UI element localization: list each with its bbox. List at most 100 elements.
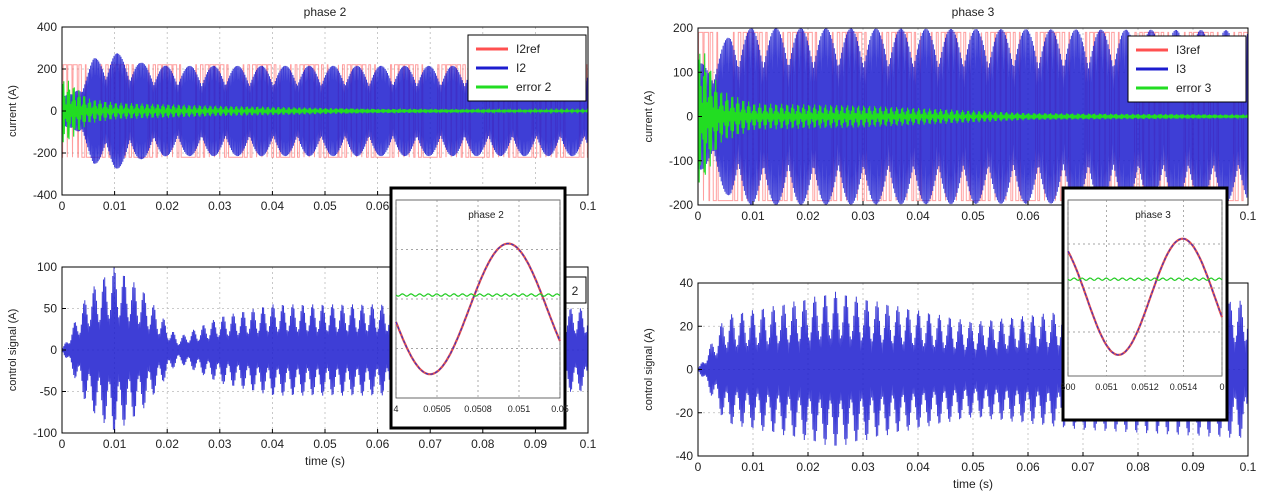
legend-label: 2	[572, 284, 579, 298]
plot-traces	[698, 291, 1248, 446]
series-error 2	[62, 80, 588, 143]
x-tick-label: 0	[59, 437, 66, 451]
x-tick-label: 0.06	[1016, 460, 1040, 474]
x-tick-label: 0.02	[156, 199, 180, 213]
legend-label: error 2	[516, 80, 552, 94]
x-tick-label: 0.01	[103, 437, 127, 451]
y-tick-label: -400	[33, 188, 57, 202]
inset-series-current	[395, 243, 561, 375]
inset-title: phase 2	[468, 210, 504, 221]
x-tick-label: 0.1	[580, 199, 597, 213]
legend-label: I3ref	[1176, 43, 1201, 57]
x-tick-label: 0.07	[1071, 460, 1095, 474]
x-tick-label: 0.03	[851, 460, 875, 474]
x-tick-label: 0.1	[1240, 460, 1257, 474]
y-tick-label: 0	[50, 104, 57, 118]
inset-x-tick-label: 0.051	[1095, 382, 1118, 392]
x-tick-label: 0.03	[208, 437, 232, 451]
inset-series-error	[395, 293, 561, 297]
legend-label: error 3	[1176, 81, 1212, 95]
inset-x-tick-label: 0.0512	[1131, 382, 1159, 392]
y-tick-label: 100	[37, 260, 57, 274]
series-error 3	[698, 53, 1248, 183]
zoom-inset-1: 4 0.0505 0.0508 0.051 0.05 phase 2	[389, 186, 569, 430]
x-tick-label: 0.06	[366, 199, 390, 213]
y-tick-label: -50	[40, 385, 58, 399]
y-tick-label: 0	[686, 363, 693, 377]
y-axis-label: control signal (A)	[643, 328, 655, 411]
y-tick-label: -20	[676, 406, 694, 420]
x-tick-label: 0.02	[796, 460, 820, 474]
x-tick-label: 0.03	[851, 209, 875, 223]
inset-x-tick-label: 0.0505	[423, 404, 451, 414]
x-tick-label: 0.03	[208, 199, 232, 213]
legend-label: I2ref	[516, 42, 541, 56]
inset-series-current	[1067, 238, 1223, 356]
y-tick-label: 20	[680, 319, 694, 333]
inset-x-tick-label: 500	[1060, 382, 1075, 392]
x-tick-label: 0	[695, 460, 702, 474]
legend-label: I3	[1176, 62, 1186, 76]
y-tick-label: 40	[680, 276, 694, 290]
y-axis-label: control signal (A)	[7, 309, 19, 392]
y-tick-label: 400	[37, 20, 57, 34]
inset-title: phase 3	[1135, 210, 1171, 221]
legend: I3ref I3 error 3	[1127, 35, 1247, 103]
y-tick-label: -100	[669, 154, 693, 168]
x-tick-label: 0.09	[1181, 460, 1205, 474]
x-tick-label: 0	[59, 199, 66, 213]
x-tick-label: 0.04	[261, 437, 285, 451]
x-tick-label: 0	[695, 209, 702, 223]
x-tick-label: 0.04	[906, 460, 930, 474]
x-tick-label: 0.05	[961, 460, 985, 474]
series-control-signal	[698, 291, 1248, 446]
y-tick-label: 50	[44, 302, 58, 316]
series-I2	[62, 53, 588, 169]
inset-x-tick-label: 4	[393, 404, 398, 414]
x-tick-label: 0.06	[1016, 209, 1040, 223]
chart-title: phase 2	[304, 5, 347, 19]
inset-x-tick-label: 0	[1219, 382, 1224, 392]
inset-x-tick-label: 0.0514	[1170, 382, 1198, 392]
x-axis-label: time (s)	[305, 454, 345, 468]
chart-title: phase 3	[952, 5, 995, 19]
legend-label: I2	[516, 61, 526, 75]
y-tick-label: 0	[50, 343, 57, 357]
zoom-inset-2: 500 0.051 0.0512 0.0514 0 phase 3	[1060, 186, 1229, 422]
inset-x-tick-label: 0.051	[508, 404, 531, 414]
y-axis-label: current (A)	[7, 85, 19, 137]
x-tick-label: 0.01	[741, 209, 765, 223]
x-axis-label: time (s)	[953, 477, 993, 491]
x-tick-label: 0.08	[1126, 460, 1150, 474]
x-tick-label: 0.02	[796, 209, 820, 223]
y-tick-label: -200	[669, 198, 693, 212]
legend: I2ref I2 error 2	[467, 34, 587, 102]
x-tick-label: 0.04	[906, 209, 930, 223]
y-tick-label: 200	[37, 62, 57, 76]
x-tick-label: 0.05	[961, 209, 985, 223]
y-tick-label: 200	[673, 21, 693, 35]
y-tick-label: -100	[33, 426, 57, 440]
x-tick-label: 0.05	[313, 199, 337, 213]
x-tick-label: 0.04	[261, 199, 285, 213]
y-tick-label: -40	[676, 449, 694, 463]
chart-panel-1: 00.010.020.030.040.050.060.070.080.090.1…	[7, 5, 597, 213]
x-tick-label: 0.01	[103, 199, 127, 213]
x-tick-label: 0.1	[1240, 209, 1257, 223]
y-tick-label: 0	[686, 110, 693, 124]
x-tick-label: 0.01	[741, 460, 765, 474]
x-tick-label: 0.1	[580, 437, 597, 451]
inset-x-tick-label: 0.0508	[464, 404, 492, 414]
inset-series-error	[1067, 277, 1223, 282]
x-tick-label: 0.06	[366, 437, 390, 451]
y-tick-label: -200	[33, 146, 57, 160]
x-tick-label: 0.07	[419, 437, 443, 451]
inset-x-tick-label: 0.05	[551, 404, 569, 414]
x-tick-label: 0.05	[313, 437, 337, 451]
x-tick-label: 0.09	[524, 437, 548, 451]
x-tick-label: 0.02	[156, 437, 180, 451]
y-tick-label: 100	[673, 65, 693, 79]
x-tick-label: 0.08	[471, 437, 495, 451]
y-axis-label: current (A)	[643, 91, 655, 143]
